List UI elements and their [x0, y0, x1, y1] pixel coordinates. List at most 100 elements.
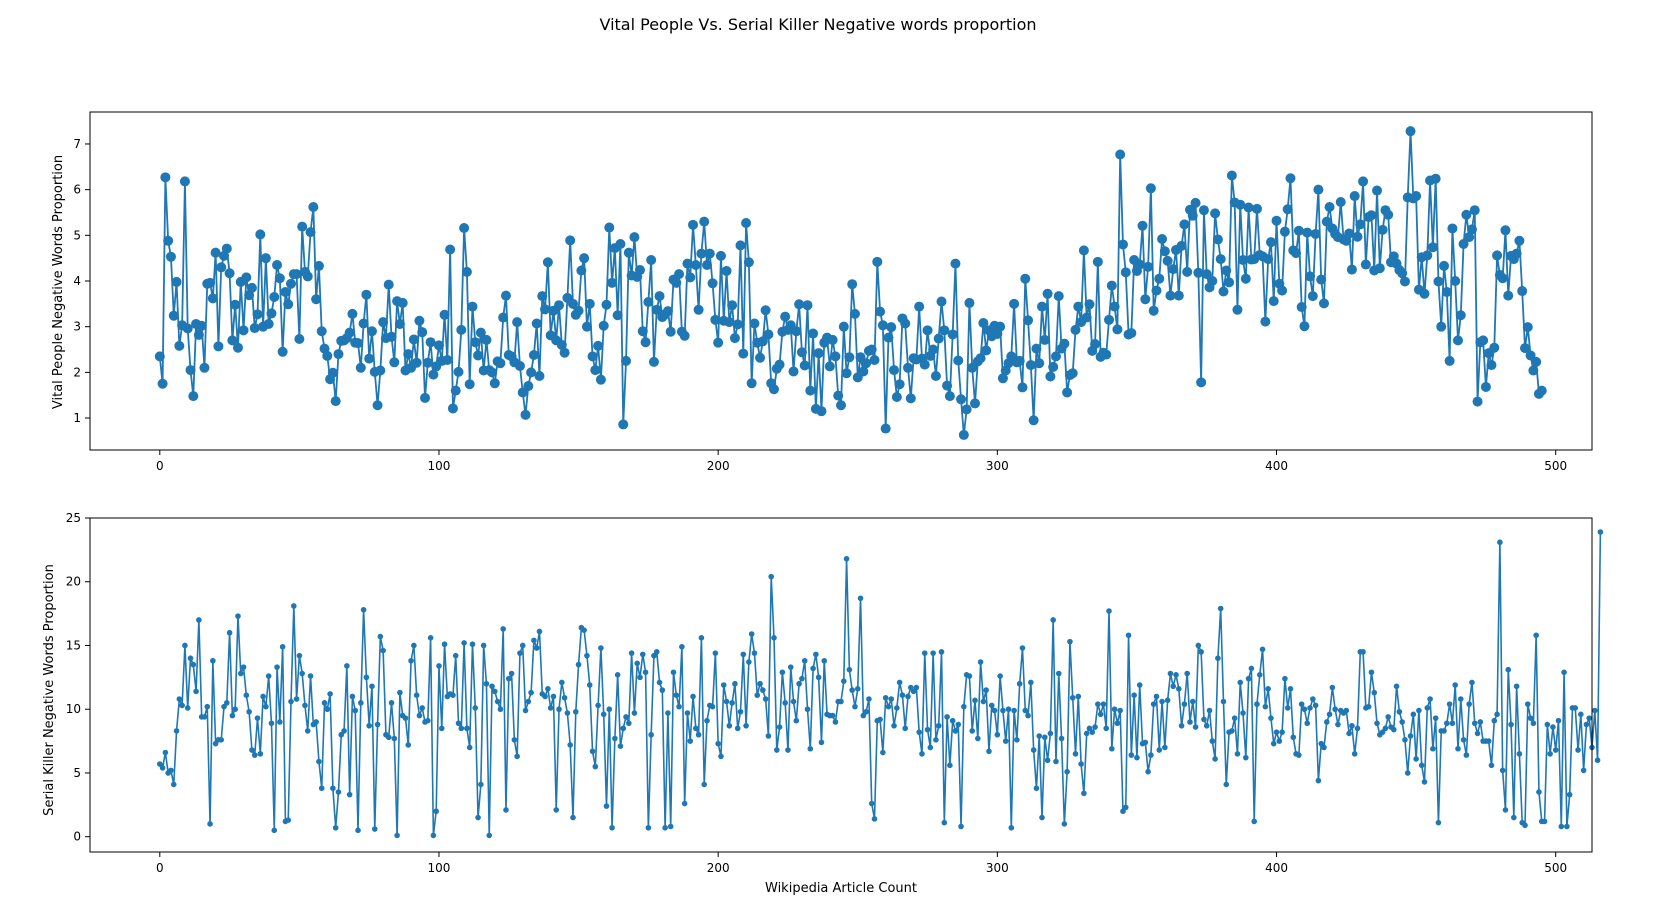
serial-killer-data-point: [293, 696, 300, 702]
serial-killer-data-point: [732, 680, 738, 687]
serial-killer-data-point: [1028, 679, 1034, 686]
serial-killer-data-point: [497, 706, 504, 713]
serial-killer-data-point: [385, 734, 392, 741]
vital-people-data-point: [1215, 254, 1226, 265]
vital-people-data-point: [383, 279, 394, 290]
vital-people-data-point: [741, 217, 752, 228]
serial-killer-data-point: [994, 731, 1001, 738]
serial-killer-data-point: [693, 725, 699, 732]
vital-people-data-point: [1165, 290, 1176, 301]
serial-killer-data-point: [436, 663, 442, 669]
serial-killer-xtick-label: 400: [1265, 861, 1288, 875]
serial-killer-data-point: [575, 661, 582, 668]
serial-killer-data-point: [782, 700, 788, 706]
serial-killer-data-point: [606, 706, 613, 713]
serial-killer-data-point: [332, 824, 339, 831]
vital-people-ytick-label: 7: [73, 137, 81, 151]
vital-people-data-point: [995, 321, 1006, 332]
vital-people-data-point: [715, 250, 726, 261]
serial-killer-data-point: [1114, 720, 1121, 727]
vital-people-data-point: [274, 273, 285, 284]
vital-people-data-point: [1157, 233, 1168, 244]
vital-people-data-point: [841, 368, 852, 379]
vital-people-data-point: [447, 403, 458, 414]
vital-people-data-point: [213, 341, 224, 352]
vital-people-data-point: [674, 269, 685, 280]
serial-killer-data-point: [1111, 706, 1118, 713]
vital-people-data-point: [872, 256, 883, 267]
vital-people-data-point: [956, 394, 967, 405]
serial-killer-data-point: [1245, 675, 1252, 682]
serial-killer-data-point: [1396, 708, 1403, 715]
vital-people-data-point: [1469, 205, 1480, 216]
serial-killer-data-point: [1580, 767, 1587, 774]
vital-people-data-point: [847, 279, 858, 290]
vital-people-data-point: [333, 349, 344, 360]
vital-people-data-point: [227, 335, 238, 346]
vital-people-data-point: [824, 361, 835, 372]
vital-people-data-point: [526, 367, 537, 378]
serial-killer-data-point: [1083, 730, 1090, 737]
serial-killer-data-point: [1030, 747, 1037, 753]
serial-killer-data-point: [1452, 682, 1458, 688]
vital-people-data-point: [601, 299, 612, 310]
serial-killer-data-point: [896, 679, 903, 686]
vital-people-data-point: [280, 286, 291, 297]
serial-killer-data-point: [307, 673, 314, 679]
serial-killer-data-point: [346, 791, 353, 798]
vital-people-data-point: [1271, 215, 1282, 226]
serial-killer-data-point: [1536, 789, 1542, 795]
serial-killer-data-point: [1019, 645, 1026, 651]
vital-people-data-point: [283, 299, 294, 310]
vital-people-frame: [89, 111, 1593, 451]
serial-killer-data-point: [760, 687, 766, 693]
vital-people-data-point: [858, 366, 869, 377]
serial-killer-data-point: [849, 687, 855, 693]
serial-killer-data-point: [852, 703, 858, 710]
serial-killer-data-point: [162, 749, 169, 756]
vital-people-data-point: [188, 391, 199, 402]
serial-killer-data-point: [550, 693, 557, 700]
serial-killer-data-point: [919, 751, 925, 757]
serial-killer-data-point: [1399, 719, 1405, 725]
serial-killer-data-point: [746, 659, 752, 665]
vital-people-data-point: [397, 297, 408, 308]
serial-killer-data-point: [1421, 779, 1428, 785]
vital-people-data-point: [1293, 225, 1304, 236]
serial-killer-data-point: [461, 640, 467, 646]
serial-killer-data-point: [1134, 754, 1140, 761]
vital-people-data-point: [453, 366, 464, 377]
serial-killer-data-point: [1170, 683, 1177, 690]
serial-killer-data-point: [363, 674, 370, 681]
serial-killer-data-point: [885, 703, 892, 710]
vital-people-data-point: [439, 309, 450, 320]
serial-killer-data-point: [913, 684, 920, 691]
vital-people-data-point: [1489, 342, 1500, 353]
vital-people-data-point: [816, 406, 827, 417]
serial-killer-axes: 0 100 200 300 400 500 0 5 10 15 20 25: [66, 511, 1567, 875]
serial-killer-xtick-label: 0: [156, 861, 164, 875]
serial-killer-data-point: [969, 728, 976, 734]
serial-killer-data-point: [176, 696, 183, 702]
vital-people-data-point: [1305, 271, 1316, 282]
vital-people-data-point: [241, 272, 252, 283]
serial-killer-data-point: [1162, 744, 1168, 751]
vital-people-data-point: [1112, 324, 1123, 335]
vital-people-data-point: [531, 318, 542, 329]
serial-killer-data-point: [514, 753, 520, 760]
vital-people-data-point: [364, 353, 375, 364]
vital-people-data-point: [355, 362, 366, 373]
vital-people-data-point: [1296, 302, 1307, 313]
vital-people-data-point: [1212, 234, 1223, 245]
vital-people-data-point: [587, 351, 598, 362]
serial-killer-data-point: [438, 725, 445, 732]
serial-killer-data-point: [1117, 707, 1123, 714]
serial-killer-data-point: [1198, 649, 1204, 655]
serial-killer-data-point: [344, 663, 350, 669]
vital-people-data-point: [833, 390, 844, 401]
vital-people-data-point: [1120, 267, 1131, 278]
serial-killer-data-point: [1335, 721, 1341, 728]
vital-people-data-point: [358, 318, 369, 329]
vital-people-data-point: [1321, 216, 1332, 227]
